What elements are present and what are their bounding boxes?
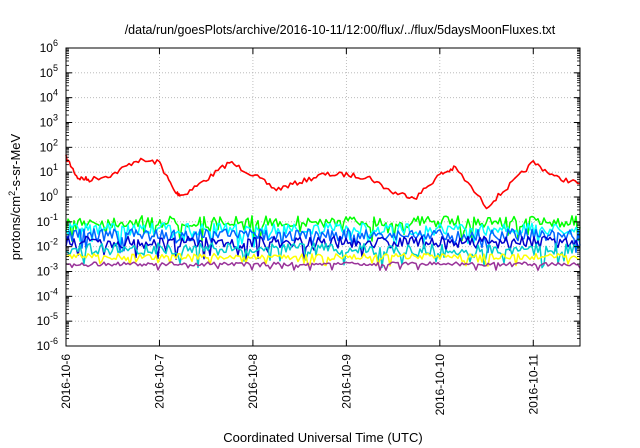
y-tick-label: 10-5: [37, 311, 58, 328]
y-axis-label-main: protons/cm: [8, 196, 23, 260]
series-line: [65, 242, 581, 269]
plot-frame: [65, 47, 581, 347]
y-tick-label: 101: [40, 162, 58, 179]
y-tick-label: 103: [40, 113, 58, 130]
series-line: [65, 222, 581, 249]
y-tick-label: 10-6: [37, 336, 58, 353]
series-line: [65, 228, 581, 254]
y-axis-label: protons/cm2-s-sr-MeV: [7, 133, 23, 260]
x-tick-label: 2016-10-10: [433, 354, 447, 416]
y-tick-label: 105: [40, 63, 58, 80]
series-line: [65, 235, 581, 262]
y-tick-label: 106: [40, 38, 58, 55]
y-tick-label: 10-4: [37, 286, 58, 303]
y-tick-label: 10-3: [37, 262, 58, 279]
y-tick-label: 10-2: [37, 237, 58, 254]
chart-title: /data/run/goesPlots/archive/2016-10-11/1…: [125, 23, 556, 37]
x-axis-label: Coordinated Universal Time (UTC): [223, 430, 422, 445]
y-tick-label: 104: [40, 88, 58, 105]
y-tick-label: 10-1: [37, 212, 58, 229]
x-tick-label: 2016-10-8: [246, 354, 260, 409]
x-tick-label: 2016-10-7: [152, 354, 166, 409]
series-line: [65, 154, 581, 210]
x-tick-label: 2016-10-9: [339, 354, 353, 409]
series-line: [65, 261, 581, 272]
y-axis: 10-6 10-5 10-4 10-3 10-2 10-1 100 101 102 103 104 1…: [37, 38, 580, 353]
series-line: [65, 215, 581, 242]
y-axis-label-rest: -s-sr-MeV: [8, 133, 23, 190]
series-group: [65, 154, 581, 272]
y-tick-label: 100: [40, 187, 58, 204]
y-tick-label: 102: [40, 137, 58, 154]
grid: [66, 48, 580, 346]
y-axis-label-sup: 2: [7, 191, 17, 196]
x-tick-label: 2016-10-6: [59, 354, 73, 409]
x-axis: 2016-10-6 2016-10-7 2016-10-8 2016-10-9 2016…: [59, 48, 540, 415]
series-line: [65, 252, 581, 267]
x-tick-label: 2016-10-11: [526, 354, 540, 415]
